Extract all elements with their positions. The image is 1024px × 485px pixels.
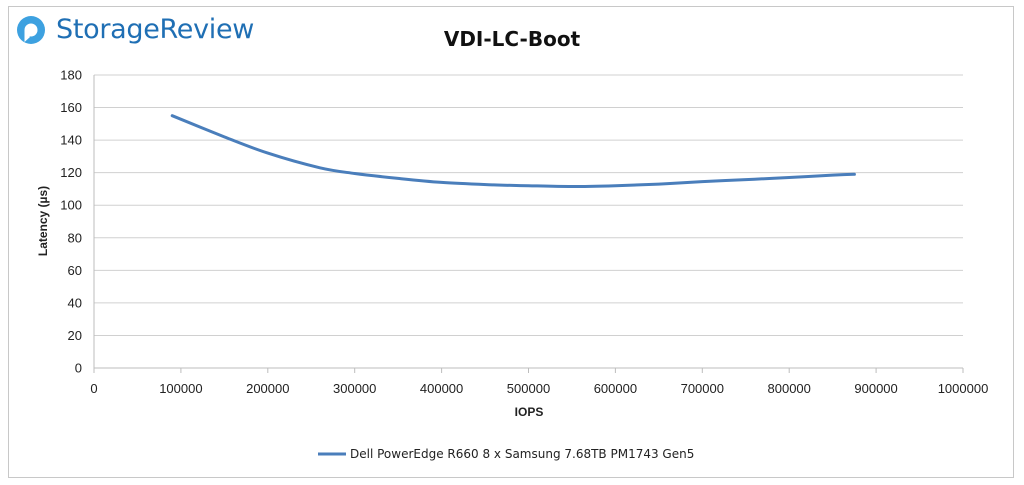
- series-layer: [170, 114, 856, 188]
- x-tick-label: 1000000: [938, 381, 989, 396]
- x-tick-label: 500000: [507, 381, 550, 396]
- x-tick-label: 100000: [159, 381, 202, 396]
- y-axis-label: Latency (µs): [36, 186, 50, 256]
- y-tick-label: 120: [60, 165, 82, 180]
- x-tick-label: 400000: [420, 381, 463, 396]
- y-tick-label: 40: [68, 295, 82, 310]
- x-tick-label: 0: [90, 381, 97, 396]
- y-tick-label: 100: [60, 198, 82, 213]
- grid-lines: [93, 74, 964, 373]
- x-tick-label: 300000: [333, 381, 376, 396]
- chart-frame: [8, 6, 1014, 478]
- series-line: [170, 114, 856, 188]
- y-tick-label: 160: [60, 100, 82, 115]
- y-tick-label: 20: [68, 328, 82, 343]
- chart-title: VDI-LC-Boot: [444, 27, 581, 51]
- y-tick-label: 180: [60, 68, 82, 83]
- y-tick-label: 140: [60, 133, 82, 148]
- x-tick-label: 600000: [594, 381, 637, 396]
- x-tick-label: 800000: [768, 381, 811, 396]
- legend: Dell PowerEdge R660 8 x Samsung 7.68TB P…: [318, 447, 694, 461]
- x-tick-label: 200000: [246, 381, 289, 396]
- storagereview-logo-icon: [17, 15, 45, 44]
- x-axis-label: IOPS: [515, 405, 544, 419]
- y-tick-label: 0: [75, 361, 82, 376]
- x-tick-labels: 0 100000 200000 300000 400000 500000 600000 700…: [90, 381, 988, 396]
- x-tick-label: 900000: [854, 381, 897, 396]
- legend-label: Dell PowerEdge R660 8 x Samsung 7.68TB P…: [350, 447, 694, 461]
- y-tick-label: 80: [68, 230, 82, 245]
- y-tick-labels: 0 20 40 60 80 100 120 140 160 180: [60, 68, 82, 376]
- brand-name: StorageReview: [56, 14, 255, 45]
- brand-logo: StorageReview: [16, 14, 254, 45]
- y-tick-label: 60: [68, 263, 82, 278]
- x-tick-label: 700000: [681, 381, 724, 396]
